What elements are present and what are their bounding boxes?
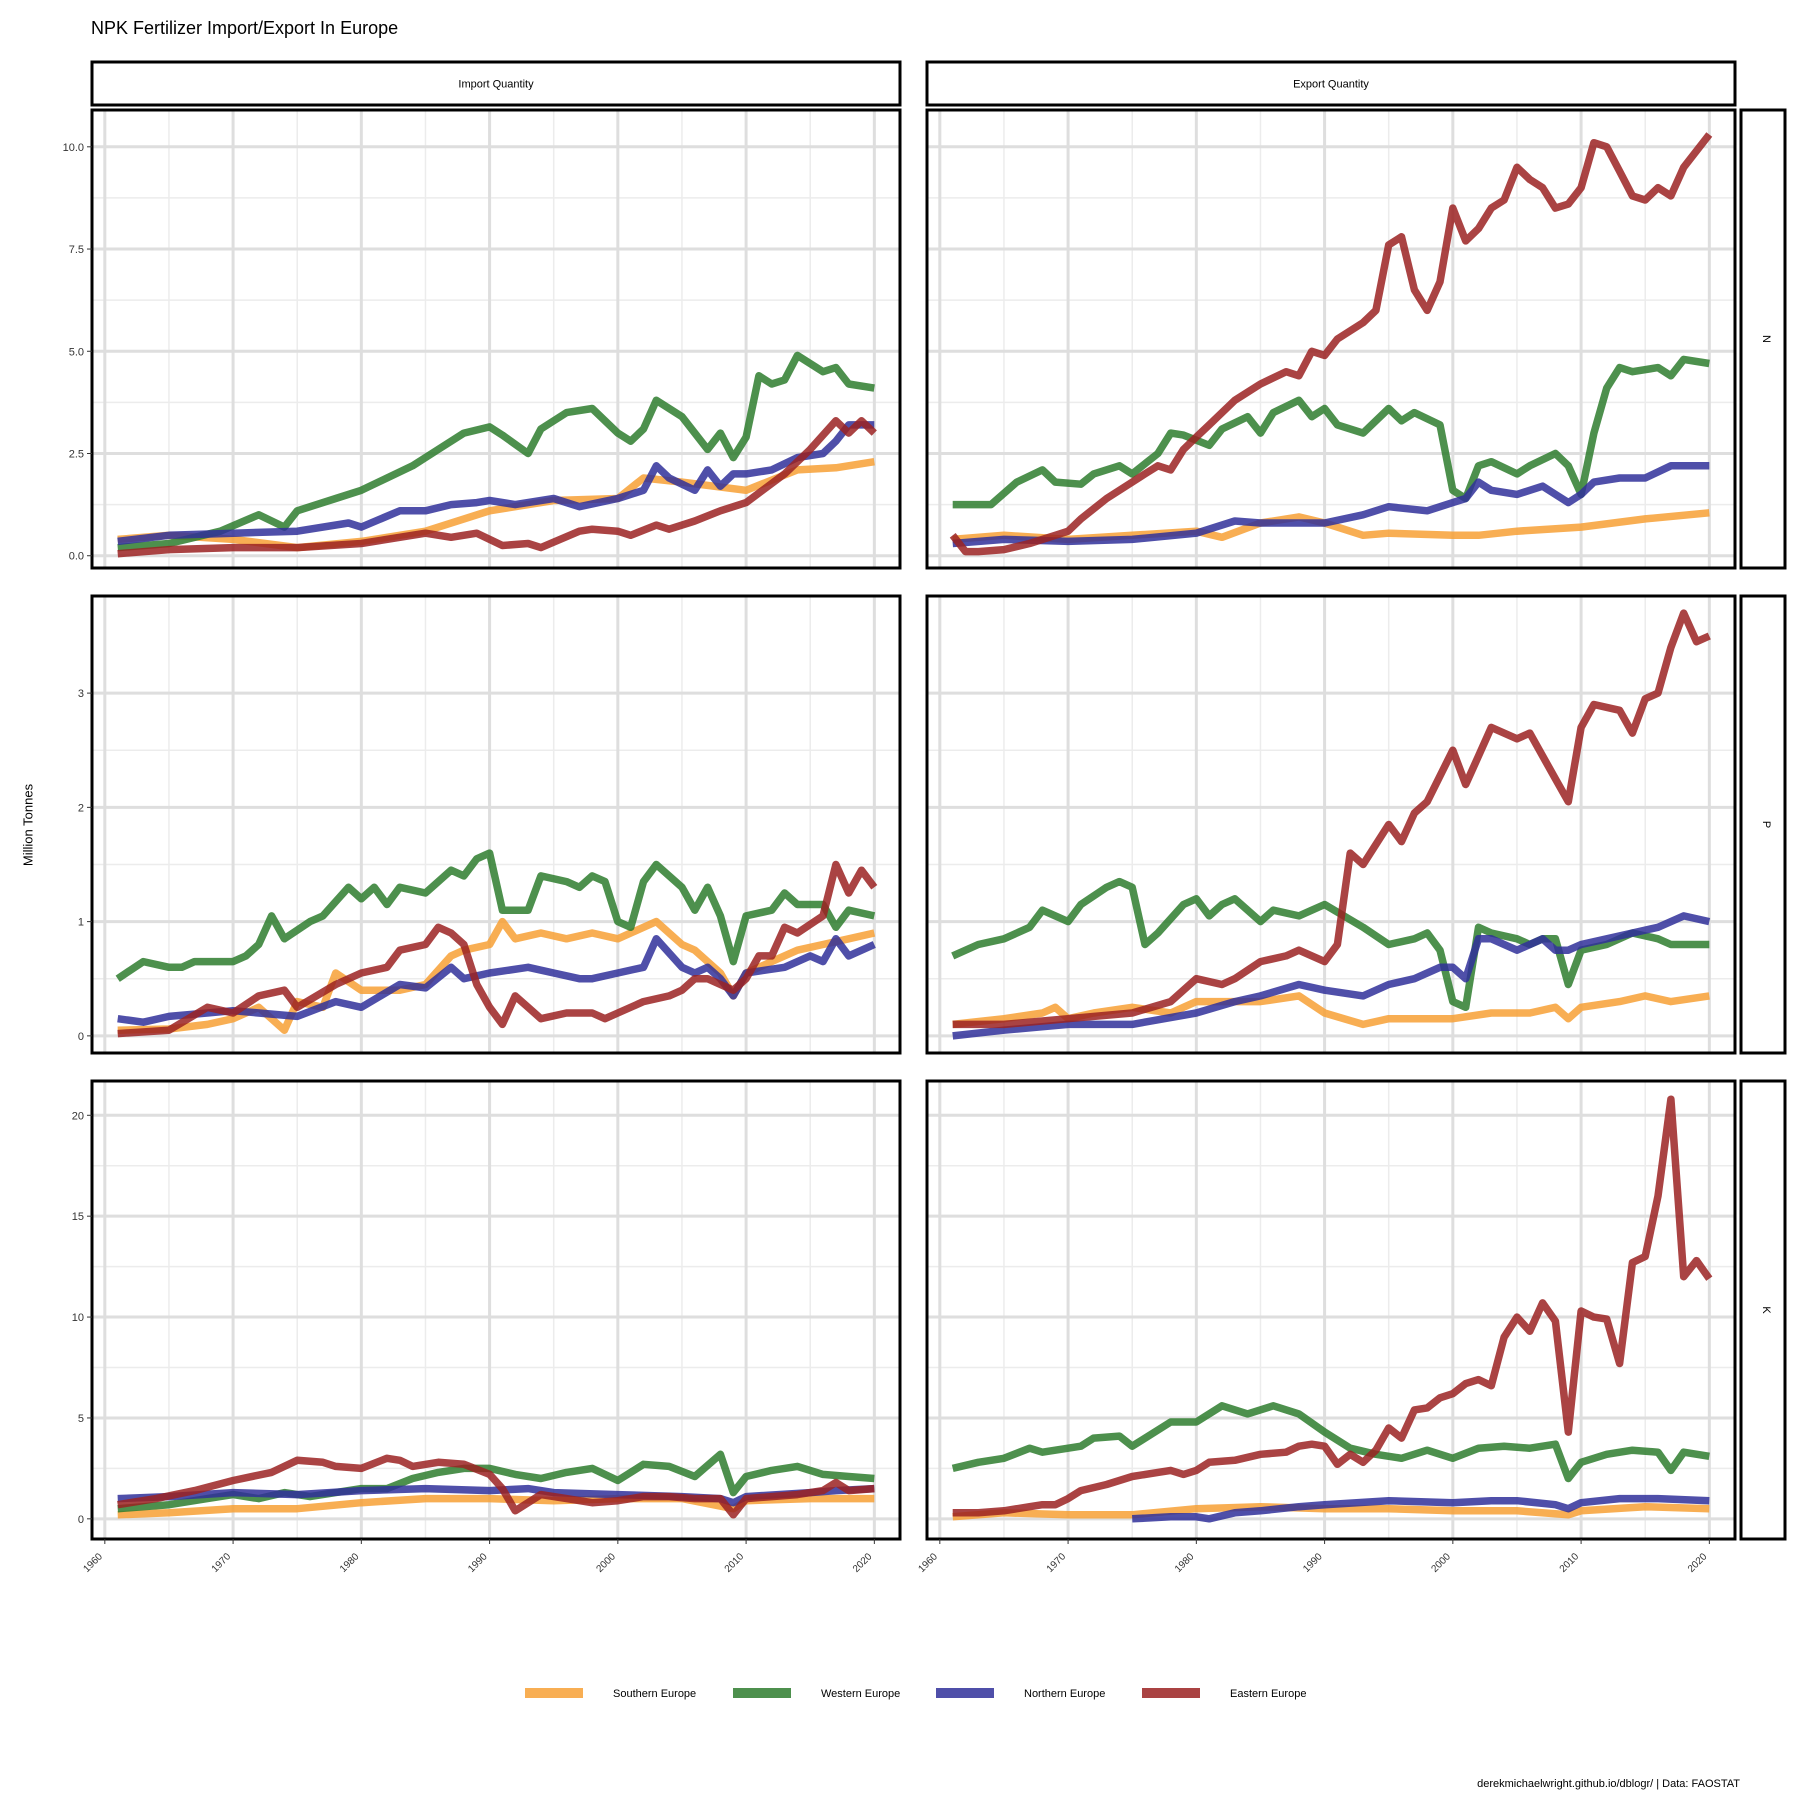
x-tick-label: 1990 bbox=[466, 1551, 490, 1575]
facet-strip-label: Export Quantity bbox=[1293, 79, 1369, 91]
y-tick-label: 5.0 bbox=[69, 346, 84, 358]
x-tick-label: 2010 bbox=[723, 1551, 747, 1575]
y-tick-label: 3 bbox=[78, 688, 84, 700]
x-tick-label: 1970 bbox=[1045, 1551, 1069, 1575]
series-line-western-europe bbox=[951, 1402, 1710, 1483]
panel-k-export-quantity bbox=[925, 1079, 1737, 1541]
series-line-eastern-europe bbox=[952, 609, 1711, 1029]
y-tick-label: 15 bbox=[72, 1211, 84, 1223]
y-tick-label: 10 bbox=[72, 1312, 84, 1324]
panel-border bbox=[90, 108, 902, 570]
x-tick-label: 1980 bbox=[1173, 1551, 1197, 1575]
panel-p-export-quantity bbox=[925, 594, 1737, 1055]
legend-label: Western Europe bbox=[821, 1688, 900, 1700]
series-line-western-europe bbox=[951, 877, 1710, 1012]
series-line-northern-europe bbox=[117, 421, 875, 546]
x-tick-label: 2010 bbox=[1558, 1551, 1582, 1575]
series-line-northern-europe bbox=[117, 935, 876, 1026]
caption: derekmichaelwright.github.io/dblogr/ | D… bbox=[1477, 1778, 1740, 1790]
y-tick-label: 0 bbox=[78, 1514, 84, 1526]
x-tick-label: 1960 bbox=[916, 1551, 940, 1575]
panel-k-import-quantity bbox=[90, 1079, 902, 1541]
series-line-eastern-europe bbox=[117, 860, 878, 1038]
series-line-western-europe bbox=[115, 849, 876, 982]
y-tick-label: 1 bbox=[78, 917, 84, 929]
x-tick-label: 1990 bbox=[1301, 1551, 1325, 1575]
facet-strip-export-quantity bbox=[925, 60, 1737, 107]
panel-background bbox=[927, 596, 1735, 1053]
panel-border bbox=[925, 594, 1737, 1055]
panel-border bbox=[925, 108, 1737, 570]
y-tick-label: 10.0 bbox=[63, 142, 84, 154]
series-line-northern-europe bbox=[952, 912, 1711, 1040]
x-tick-label: 1980 bbox=[338, 1551, 362, 1575]
series-line-northern-europe bbox=[1132, 1494, 1710, 1523]
facet-strip-n bbox=[1739, 108, 1787, 570]
panel-background bbox=[927, 110, 1735, 568]
x-tick-label: 1970 bbox=[210, 1551, 234, 1575]
legend-label: Eastern Europe bbox=[1230, 1688, 1306, 1700]
y-tick-label: 2 bbox=[78, 802, 84, 814]
series-line-eastern-europe bbox=[949, 132, 1713, 556]
y-tick-label: 2.5 bbox=[69, 449, 84, 461]
panel-n-export-quantity bbox=[925, 108, 1737, 570]
panel-background bbox=[92, 596, 900, 1053]
series-line-western-europe bbox=[117, 351, 875, 552]
series-line-eastern-europe bbox=[117, 1454, 875, 1519]
y-tick-label: 5 bbox=[78, 1413, 84, 1425]
panel-background bbox=[92, 1081, 900, 1539]
panel-border bbox=[925, 1079, 1737, 1541]
x-tick-label: 2000 bbox=[1429, 1551, 1453, 1575]
panel-border bbox=[90, 1079, 902, 1541]
x-tick-label: 2020 bbox=[851, 1551, 875, 1575]
facet-strip-k bbox=[1739, 1079, 1787, 1541]
legend-label: Northern Europe bbox=[1024, 1688, 1105, 1700]
series-line-western-europe bbox=[952, 355, 1710, 509]
facet-strip-label: N bbox=[1760, 335, 1772, 343]
y-tick-label: 20 bbox=[72, 1110, 84, 1122]
series-line-southern-europe bbox=[952, 1502, 1710, 1521]
x-tick-label: 2000 bbox=[594, 1551, 618, 1575]
chart-title: NPK Fertilizer Import/Export In Europe bbox=[91, 18, 399, 38]
x-tick-label: 1960 bbox=[81, 1551, 105, 1575]
panel-n-import-quantity bbox=[90, 108, 902, 570]
facet-strip-label: Import Quantity bbox=[458, 79, 534, 91]
panel-p-import-quantity bbox=[90, 594, 902, 1055]
panel-background bbox=[927, 1081, 1735, 1539]
facet-strip-label: K bbox=[1760, 1306, 1772, 1314]
series-line-eastern-europe bbox=[117, 417, 877, 558]
facet-strip-import-quantity bbox=[90, 60, 902, 107]
y-tick-label: 7.5 bbox=[69, 244, 84, 256]
facet-strip-p bbox=[1739, 594, 1787, 1055]
facet-strip-label: P bbox=[1760, 821, 1772, 828]
y-tick-label: 0 bbox=[78, 1031, 84, 1043]
series-line-eastern-europe bbox=[952, 1095, 1713, 1517]
legend-label: Southern Europe bbox=[613, 1688, 696, 1700]
panel-border bbox=[90, 594, 902, 1055]
y-tick-label: 0.0 bbox=[69, 551, 84, 563]
series-line-northern-europe bbox=[952, 462, 1710, 548]
x-tick-label: 2020 bbox=[1686, 1551, 1710, 1575]
